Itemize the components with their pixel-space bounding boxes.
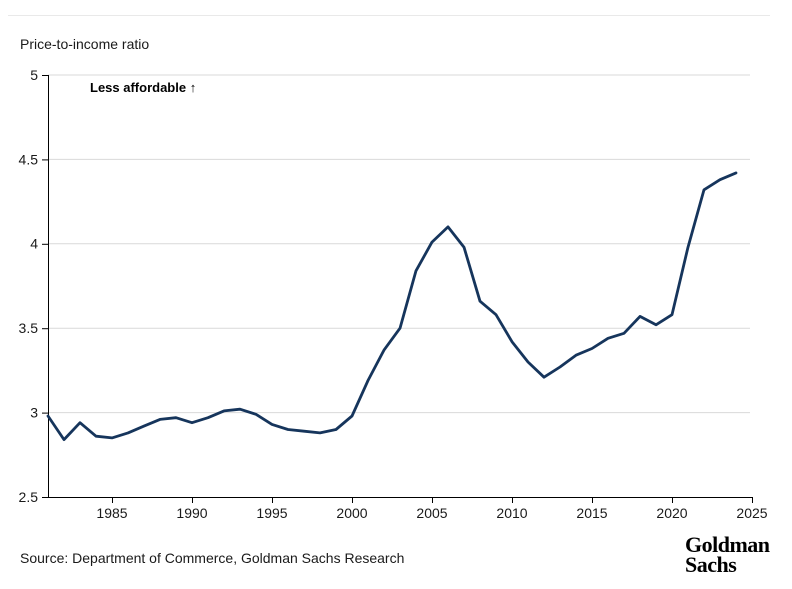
x-tick-label: 2025 [736,505,767,521]
x-tick-label: 2005 [416,505,447,521]
top-divider [8,15,770,16]
y-tick-label: 4.5 [19,151,39,167]
x-tick-label: 2015 [576,505,607,521]
source-text: Source: Department of Commerce, Goldman … [20,550,405,566]
chart-title: Price-to-income ratio [20,36,150,52]
logo-line-2: Sachs [685,552,737,577]
y-tick-label: 4 [30,236,38,252]
x-tick-label: 1995 [256,505,287,521]
y-tick-label: 3.5 [19,320,39,336]
x-tick-label: 1990 [176,505,207,521]
price-income-ratio-line [46,171,738,442]
goldman-sachs-logo: Goldman Sachs [685,532,770,577]
x-tick-label: 2020 [656,505,687,521]
x-tick-label: 2010 [496,505,527,521]
y-tick-label: 3 [30,405,38,421]
logo-line-1: Goldman [685,532,770,557]
x-tick-label: 1985 [96,505,127,521]
y-tick-label: 2.5 [19,489,39,505]
y-tick-label: 5 [30,67,38,83]
less-affordable-annotation: Less affordable ↑ [90,80,197,95]
x-tick-label: 2000 [336,505,367,521]
